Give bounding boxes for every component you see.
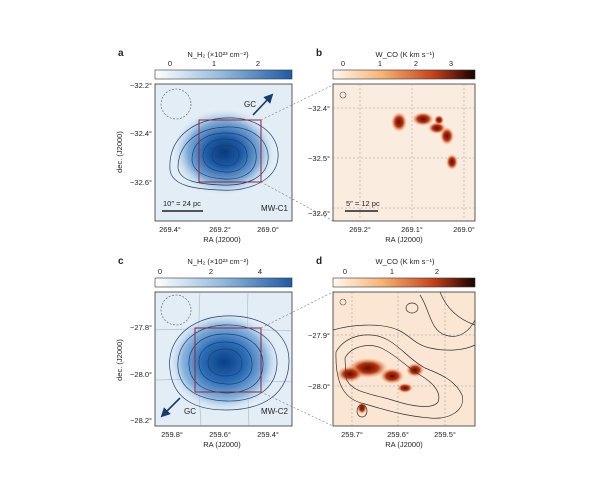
scalebar-label: 10″ = 24 pc: [163, 199, 201, 208]
region-name: MW-C2: [261, 407, 289, 416]
y-tick: −27.8°: [130, 323, 152, 332]
y-tick: −28.0°: [130, 370, 152, 379]
colorbar-d: W_CO (K km s⁻¹) 0 1 2: [332, 257, 476, 288]
image-c: GC MW-C2: [154, 291, 293, 427]
image-d: [332, 291, 476, 427]
x-tick: 269.2°: [209, 225, 231, 234]
gc-arrow: [160, 397, 181, 418]
y-tick: −32.4°: [130, 129, 152, 138]
y-tick: −32.5°: [308, 154, 330, 163]
colorbar-title: N_H₂ (×10²³ cm⁻²): [187, 257, 249, 266]
x-tick: 259.4°: [257, 430, 279, 439]
x-tick: 259.5°: [434, 430, 456, 439]
colorbar-tick: 2: [209, 267, 213, 276]
x-tick: 259.6°: [209, 430, 231, 439]
y-tick: −28.2°: [130, 416, 152, 425]
contours: [169, 117, 279, 191]
x-axis-label: RA (J2000): [203, 440, 241, 449]
colorbar-tick: 2: [414, 59, 418, 68]
y-axis-label: dec. (J2000): [115, 339, 124, 381]
connector-lines-bottom: [260, 291, 334, 427]
x-tick: 259.7°: [341, 430, 363, 439]
colorbar-title: N_H₂ (×10²³ cm⁻²): [187, 50, 249, 59]
x-ticks-c: 259.8° 259.6° 259.4°: [161, 430, 279, 439]
contours: [169, 315, 290, 411]
panel-a: a N_H₂ (×10²³ cm⁻²) 0 1 2 GC 10″ = 24 pc: [115, 48, 293, 244]
beam-circle: [160, 88, 192, 120]
x-ticks-b: 269.2° 269.1° 269.0°: [349, 225, 475, 234]
x-tick: 269.1°: [401, 225, 423, 234]
x-tick: 259.6°: [387, 430, 409, 439]
x-ticks-d: 259.7° 259.6° 259.5°: [341, 430, 456, 439]
y-tick: −32.2°: [130, 81, 152, 90]
colorbar-tick: 1: [378, 59, 382, 68]
y-ticks-a: −32.2° −32.4° −32.6°: [130, 81, 152, 187]
colorbar-a: N_H₂ (×10²³ cm⁻²) 0 1 2: [154, 50, 293, 80]
x-tick: 269.0°: [453, 225, 475, 234]
co-clumps: [391, 112, 458, 170]
y-tick: −32.4°: [308, 104, 330, 113]
y-ticks-c: −27.8° −28.0° −28.2°: [130, 323, 152, 425]
beam-circle: [160, 294, 192, 326]
x-ticks-a: 269.4° 269.2° 269.0°: [159, 225, 279, 234]
image-a: GC 10″ = 24 pc MW-C1: [154, 83, 293, 222]
zoom-box: [198, 119, 262, 183]
arrow-label: GC: [184, 407, 196, 416]
colorbar-tick: 0: [341, 59, 345, 68]
colorbar-title: W_CO (K km s⁻¹): [376, 257, 435, 266]
co-clumps: [337, 358, 424, 414]
colorbar-tick: 2: [435, 267, 439, 276]
region-name: MW-C1: [261, 204, 289, 213]
colorbar-tick: 0: [158, 267, 162, 276]
panel-letter: d: [316, 256, 322, 267]
arrow-label: GC: [244, 100, 256, 109]
colorbar-tick: 0: [168, 59, 172, 68]
beam-circle: [339, 91, 347, 99]
y-ticks-d: −27.9° −28.0°: [308, 331, 330, 391]
panel-letter: c: [118, 256, 124, 267]
panel-b: b W_CO (K km s⁻¹) 0 1 2 3: [308, 48, 476, 244]
x-axis-label: RA (J2000): [385, 440, 423, 449]
x-tick: 259.8°: [161, 430, 183, 439]
colorbar-tick: 2: [256, 59, 260, 68]
panel-letter: b: [316, 48, 322, 59]
colorbar-tick: 0: [343, 267, 347, 276]
x-axis-label: RA (J2000): [385, 235, 423, 244]
colorbar-tick: 3: [449, 59, 453, 68]
colorbar-tick: 1: [390, 267, 394, 276]
x-tick: 269.0°: [257, 225, 279, 234]
y-tick: −28.0°: [308, 382, 330, 391]
panel-letter: a: [118, 48, 124, 59]
scalebar-label: 5″ = 12 pc: [346, 199, 380, 208]
image-b: 5″ = 12 pc: [332, 83, 476, 222]
beam-circle: [339, 298, 347, 306]
x-tick: 269.4°: [159, 225, 181, 234]
connector-lines-top: [260, 84, 334, 222]
y-tick: −32.6°: [308, 209, 330, 218]
colorbar-tick: 4: [258, 267, 262, 276]
panel-c: c N_H₂ (×10²³ cm⁻²) 0 2 4: [115, 256, 293, 449]
contours: [332, 291, 476, 419]
x-tick: 269.2°: [349, 225, 371, 234]
zoom-box: [194, 327, 262, 393]
colorbar-tick: 1: [212, 59, 216, 68]
colorbar-title: W_CO (K km s⁻¹): [376, 50, 435, 59]
colorbar-b: W_CO (K km s⁻¹) 0 1 2 3: [332, 50, 476, 80]
gc-arrow: [252, 93, 274, 116]
colorbar-c: N_H₂ (×10²³ cm⁻²) 0 2 4: [154, 257, 293, 288]
panel-d: d W_CO (K km s⁻¹) 0 1 2: [308, 256, 476, 449]
y-tick: −27.9°: [308, 331, 330, 340]
x-axis-label: RA (J2000): [203, 235, 241, 244]
y-tick: −32.6°: [130, 178, 152, 187]
y-ticks-b: −32.4° −32.5° −32.6°: [308, 104, 330, 218]
y-axis-label: dec. (J2000): [115, 131, 124, 173]
